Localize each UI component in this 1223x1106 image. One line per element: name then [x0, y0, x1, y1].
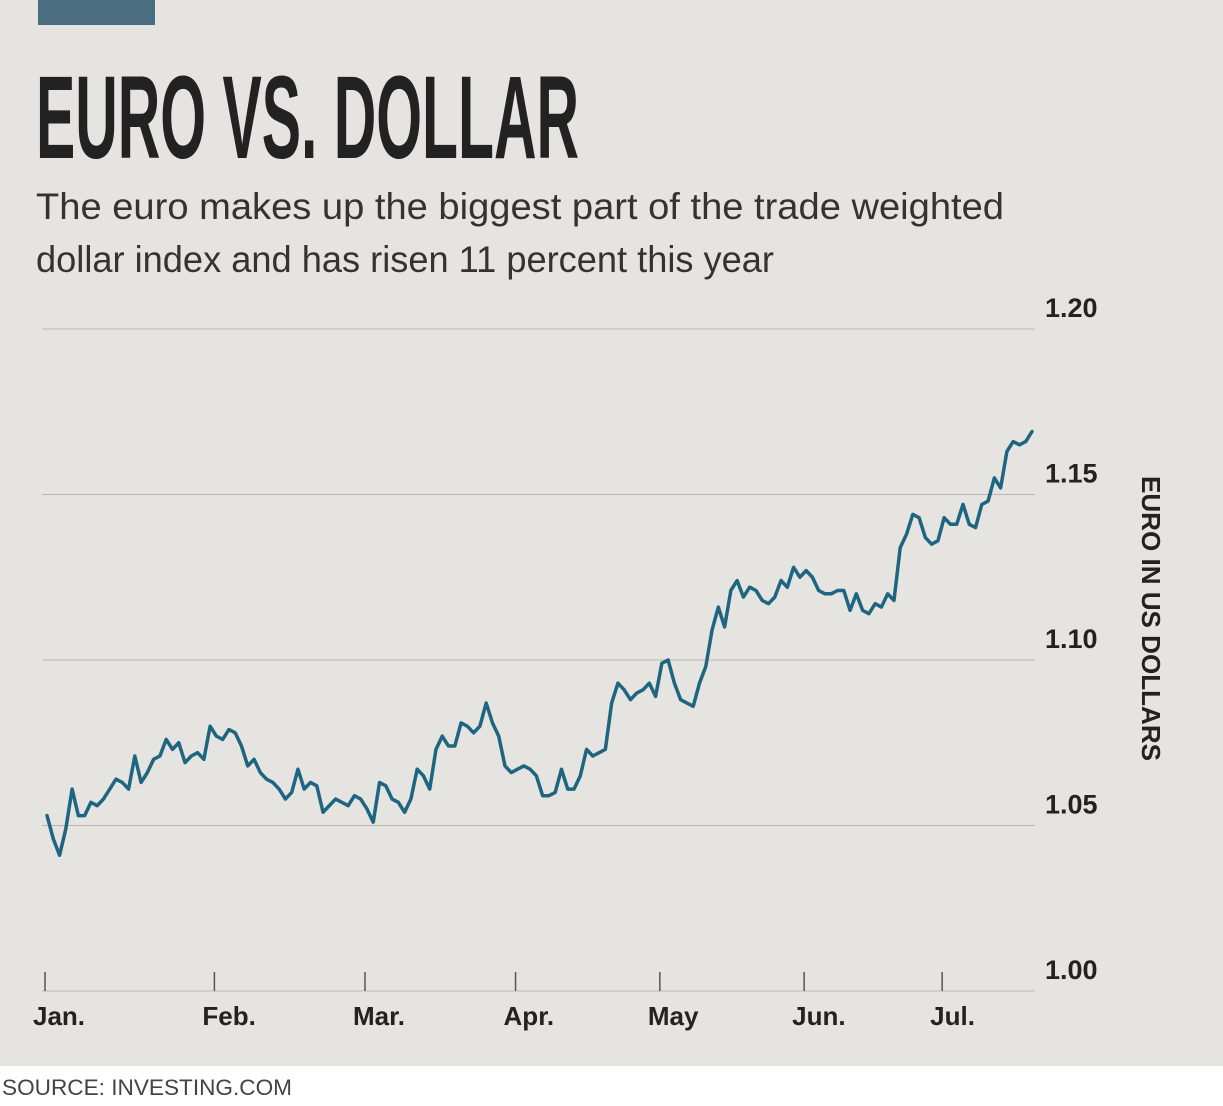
x-tick-label: Jul. [930, 1001, 975, 1031]
accent-bar [38, 0, 155, 25]
x-tick-label: Apr. [504, 1001, 555, 1031]
y-tick-label: 1.05 [1045, 790, 1098, 820]
x-tick-label: Feb. [202, 1001, 255, 1031]
x-tick-label: Jan. [33, 1001, 85, 1031]
x-tick-label: May [648, 1001, 699, 1031]
y-axis-label: EURO IN US DOLLARS [1136, 476, 1166, 761]
y-tick-label: 1.20 [1045, 293, 1098, 323]
y-tick-label: 1.00 [1045, 955, 1098, 985]
subtitle-line: dollar index and has risen 11 percent th… [36, 239, 774, 280]
x-tick-label: Mar. [353, 1001, 405, 1031]
y-tick-label: 1.15 [1045, 459, 1098, 489]
chart-title: EURO VS. DOLLAR [36, 52, 579, 184]
subtitle-line: The euro makes up the biggest part of th… [36, 186, 1004, 227]
y-tick-label: 1.10 [1045, 624, 1098, 654]
source: SOURCE: INVESTING.COM [2, 1075, 292, 1100]
x-tick-label: Jun. [792, 1001, 845, 1031]
line [45, 429, 1034, 858]
panel [0, 0, 1223, 1066]
